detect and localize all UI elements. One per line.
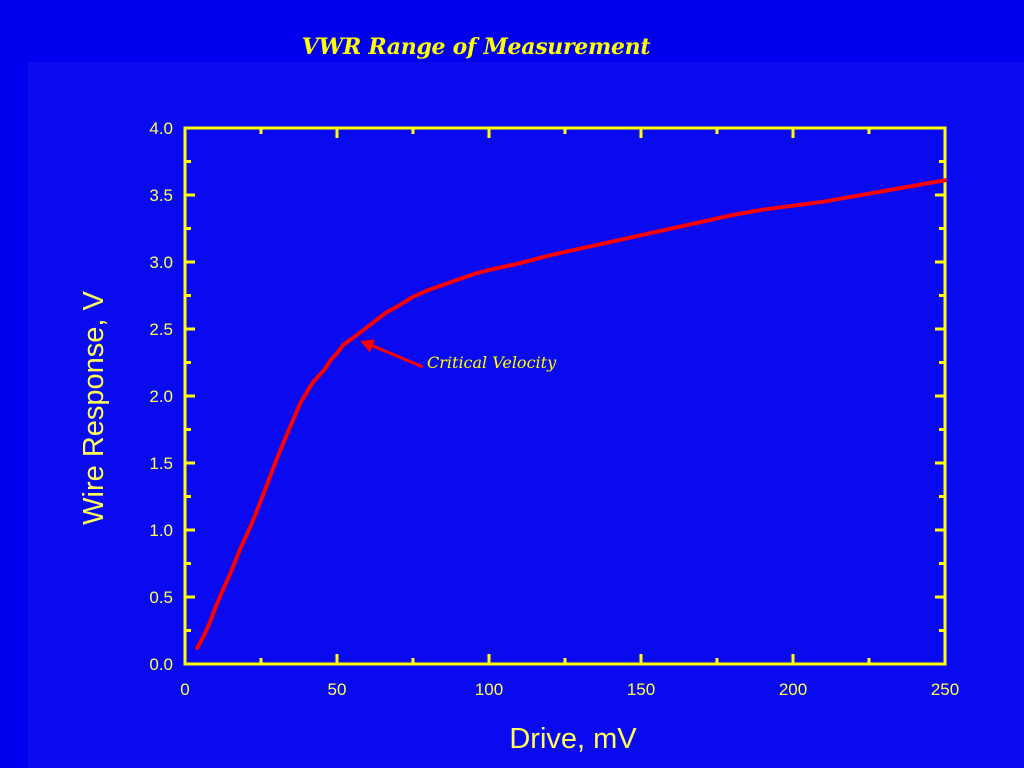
y-tick-label: 2.5 xyxy=(149,320,173,339)
x-tick-label: 150 xyxy=(627,680,655,699)
y-tick-label: 2.0 xyxy=(149,387,173,406)
series-layer xyxy=(195,178,947,650)
x-tick-label: 250 xyxy=(931,680,959,699)
y-tick-label: 1.0 xyxy=(149,521,173,540)
x-axis-label: Drive, mV xyxy=(509,723,637,755)
y-tick-label: 0.5 xyxy=(149,588,173,607)
y-axis-label: Wire Response, V xyxy=(78,290,110,524)
annotation-layer: Critical Velocity xyxy=(360,339,557,372)
x-tick-label: 100 xyxy=(475,680,503,699)
axes-layer: 0 50 100 150 200 250 0.0 0.5 1.0 1.5 2.0 2.5 3.0 3.5 4… xyxy=(149,119,959,699)
plot-frame xyxy=(183,126,947,666)
x-tick-label: 0 xyxy=(180,680,189,699)
annotation-label: Critical Velocity xyxy=(427,353,557,372)
x-tick-label: 50 xyxy=(328,680,347,699)
series-line xyxy=(195,178,947,650)
annotation-arrow-line xyxy=(367,342,424,369)
y-tick-label: 3.0 xyxy=(149,253,173,272)
y-tick-label: 4.0 xyxy=(149,119,173,138)
annotation-arrowhead xyxy=(360,339,375,353)
slide-title: VWR Range of Measurement xyxy=(301,34,651,60)
x-tick-label: 200 xyxy=(779,680,807,699)
y-tick-label: 1.5 xyxy=(149,454,173,473)
y-tick-label: 0.0 xyxy=(149,655,173,674)
y-tick-label: 3.5 xyxy=(149,186,173,205)
content-panel xyxy=(28,62,1024,768)
